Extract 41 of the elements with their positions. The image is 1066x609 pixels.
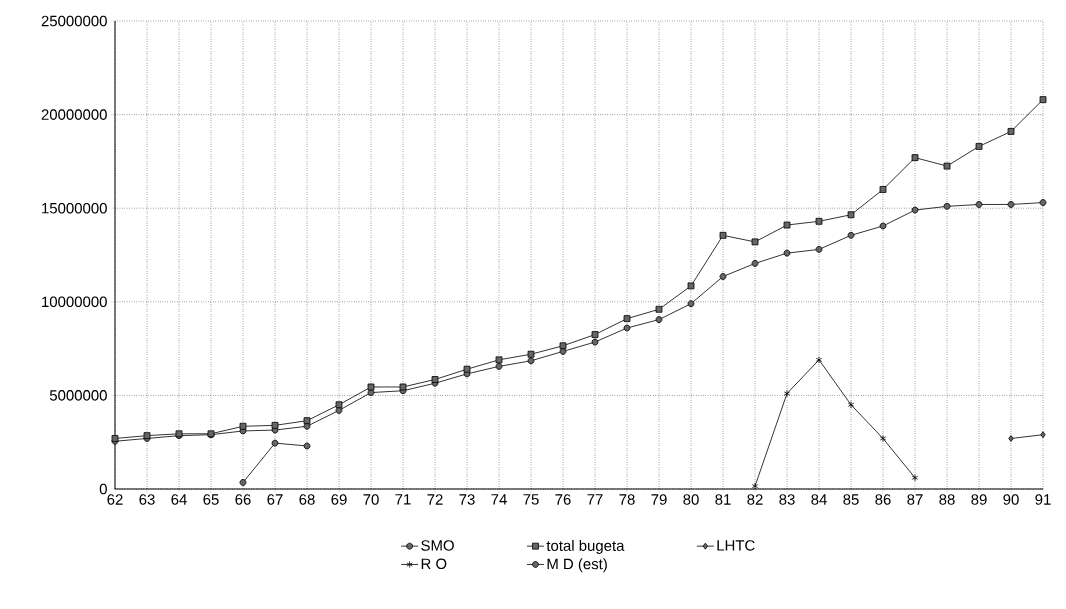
x-tick-label: 85 <box>843 494 859 505</box>
y-tick-label: 15000000 <box>42 202 107 214</box>
x-tick-label: 75 <box>523 494 539 505</box>
x-tick-label: 83 <box>779 494 795 505</box>
x-tick-label: 77 <box>587 494 603 505</box>
legend-label: SMO <box>421 540 454 551</box>
x-tick-label: 87 <box>907 494 923 505</box>
y-tick-label: 5000000 <box>49 390 107 401</box>
x-tick-label: 78 <box>619 494 635 505</box>
x-tick-label: 69 <box>331 494 347 505</box>
legend-label: R O <box>421 558 447 570</box>
x-tick-label: 82 <box>747 494 763 505</box>
x-tick-label: 80 <box>683 494 699 505</box>
x-tick-label: 70 <box>363 494 379 505</box>
x-tick-label: 72 <box>427 494 443 505</box>
x-tick-label: 71 <box>395 494 411 505</box>
legend-label: total bugeta <box>546 539 625 554</box>
y-tick-label: 25000000 <box>41 15 107 27</box>
y-tick-label: 10000000 <box>42 296 107 308</box>
y-tick-label: 20000000 <box>41 109 107 120</box>
x-tick-label: 86 <box>875 494 891 505</box>
x-tick-label: 74 <box>491 494 507 505</box>
x-tick-label: 84 <box>811 494 827 505</box>
legend-label: M D (est) <box>547 558 607 573</box>
x-tick-label: 65 <box>203 494 219 505</box>
x-tick-label: 66 <box>235 494 251 505</box>
x-tick-label: 68 <box>299 494 315 505</box>
x-tick-label: 88 <box>939 494 955 505</box>
x-tick-label: 67 <box>267 494 283 505</box>
x-tick-label: 89 <box>971 494 987 505</box>
x-tick-label: 76 <box>555 494 571 505</box>
x-tick-label: 62 <box>107 494 123 505</box>
legend-label: LHTC <box>717 540 755 551</box>
x-tick-label: 63 <box>139 494 155 505</box>
x-tick-label: 73 <box>459 494 475 505</box>
x-tick-label: 64 <box>171 494 187 505</box>
x-tick-label: 79 <box>651 494 667 505</box>
y-tick-label: 0 <box>99 483 107 495</box>
x-tick-label: 90 <box>1003 494 1019 505</box>
x-tick-label: 81 <box>715 494 731 505</box>
x-tick-label: 91 <box>1035 494 1051 505</box>
